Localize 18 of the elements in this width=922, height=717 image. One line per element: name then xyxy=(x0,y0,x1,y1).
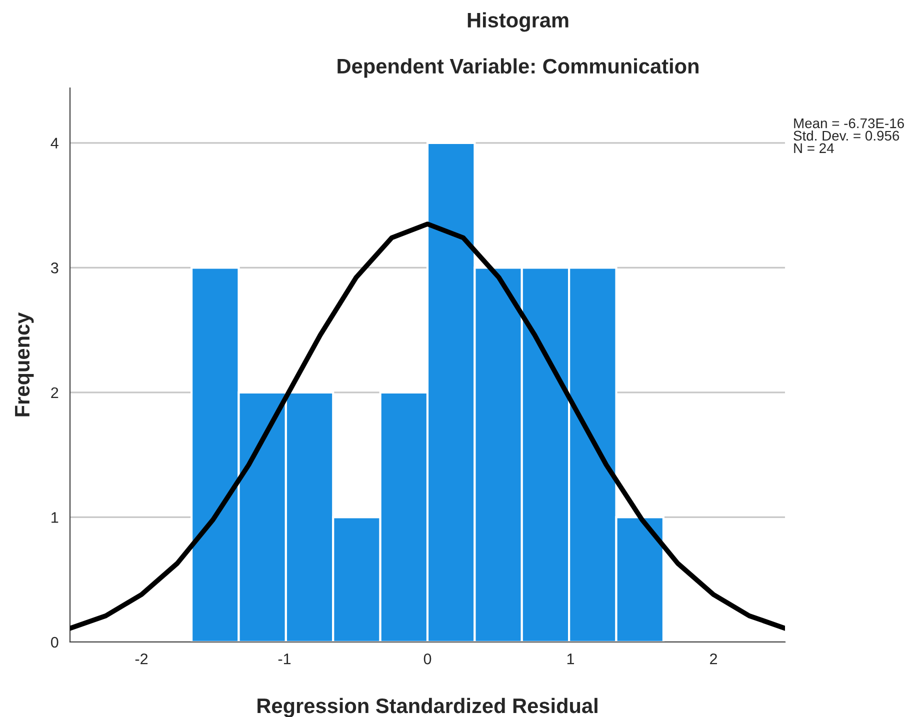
x-tick-label: 2 xyxy=(710,654,717,664)
y-tick-label: 4 xyxy=(50,138,58,148)
y-tick-label: 1 xyxy=(52,512,58,523)
x-axis-title: Regression Standardized Residual xyxy=(258,698,598,717)
chart-title: Histogram xyxy=(468,12,568,32)
chart-subtitle: Dependent Variable: Communication xyxy=(338,58,698,78)
text: Std. Dev. = 0.956 xyxy=(794,130,900,141)
y-axis-title: Frequency xyxy=(15,312,34,416)
x-tick-label: -2 xyxy=(135,654,148,664)
y-tick-label: 3 xyxy=(50,262,58,274)
x-tick-label: 1 xyxy=(567,654,574,664)
text: N = 24 xyxy=(794,143,834,153)
y-tick-label: 2 xyxy=(51,387,58,398)
line-series xyxy=(70,222,785,631)
text: Mean = -6.73E-16 xyxy=(794,118,904,128)
y-tick-label: 0 xyxy=(50,636,58,648)
x-tick-label: -1 xyxy=(278,654,291,664)
x-tick-label: 0 xyxy=(424,654,432,664)
